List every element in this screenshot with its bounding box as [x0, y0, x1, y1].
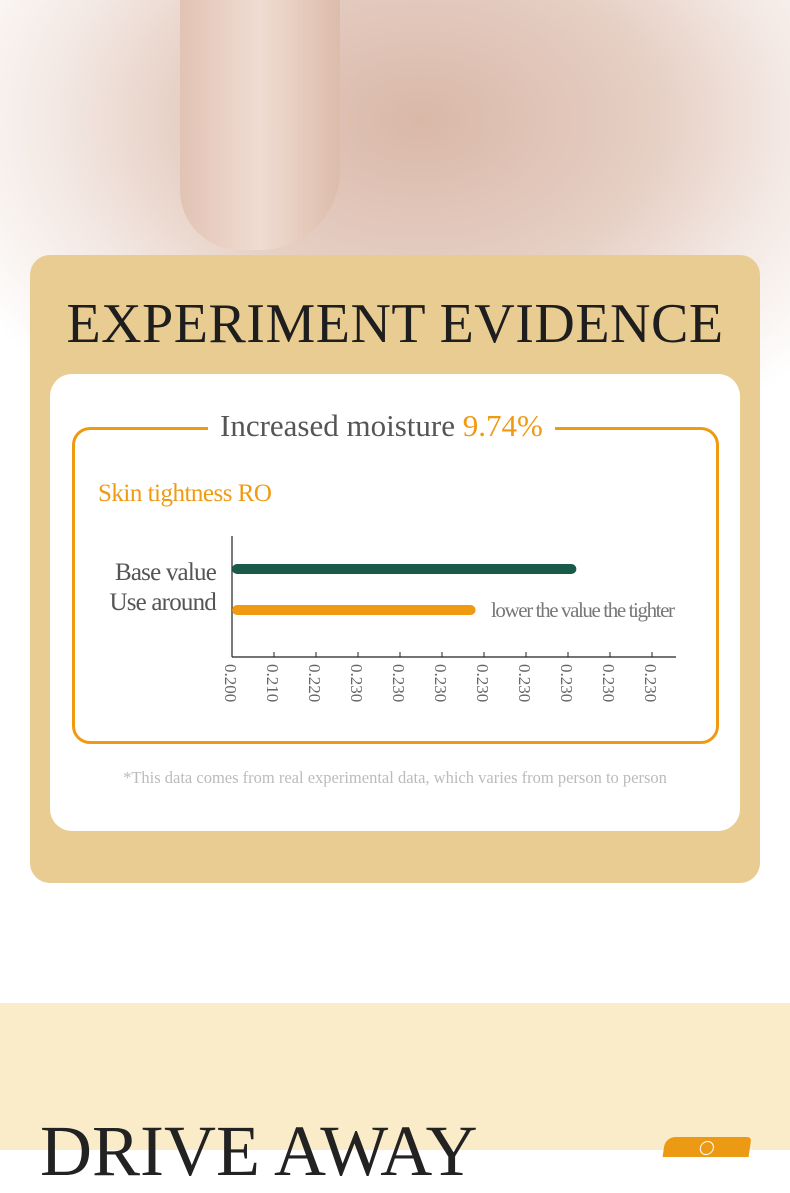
chart-title: Skin tightness RO — [98, 480, 272, 507]
result-label: Increased moisture — [220, 408, 455, 443]
hand-image — [180, 0, 340, 250]
x-tick-label: 0.230 — [599, 664, 618, 702]
badge-icon — [662, 1137, 752, 1157]
chart-annotation: lower the value the tighter — [491, 598, 675, 622]
x-tick-label: 0.230 — [473, 664, 492, 702]
x-tick-label: 0.230 — [515, 664, 534, 702]
next-section — [0, 1003, 790, 1150]
x-tick-label: 0.230 — [641, 664, 660, 702]
page-title: EXPERIMENT EVIDENCE — [66, 293, 724, 355]
x-tick-label: 0.230 — [347, 664, 366, 702]
x-tick-label: 0.230 — [389, 664, 408, 702]
category-label-use: Use around — [109, 589, 216, 616]
chart-panel — [50, 374, 740, 831]
footnote: *This data comes from real experimental … — [123, 768, 667, 787]
x-tick-label: 0.220 — [305, 664, 324, 702]
next-section-title: DRIVE AWAY — [40, 1111, 478, 1191]
category-label-base: Base value — [115, 559, 217, 586]
result-value: 9.74% — [462, 408, 543, 443]
x-tick-label: 0.230 — [557, 664, 576, 702]
x-tick-label: 0.200 — [221, 664, 240, 702]
result-headline: Increased moisture 9.74% — [208, 408, 555, 444]
bar-chart: 0.200 0.210 0.220 0.230 0.230 0.230 0.230 0.230… — [221, 536, 676, 702]
x-tick-label: 0.230 — [431, 664, 450, 702]
x-tick-label: 0.210 — [263, 664, 282, 702]
